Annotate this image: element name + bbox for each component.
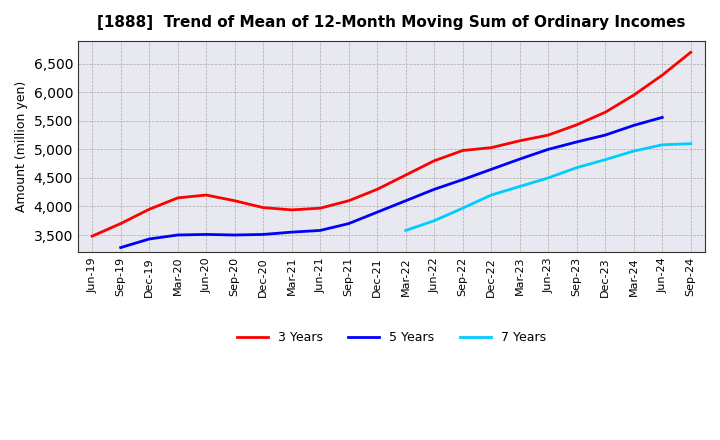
Line: 5 Years: 5 Years <box>121 117 662 248</box>
5 Years <box>202 232 210 237</box>
5 Years <box>316 228 325 233</box>
Legend: 3 Years, 5 Years, 7 Years: 3 Years, 5 Years, 7 Years <box>232 326 551 349</box>
3 Years <box>316 205 325 211</box>
3 Years <box>430 158 438 163</box>
5 Years <box>401 198 410 203</box>
3 Years <box>658 73 667 78</box>
7 Years <box>601 157 610 162</box>
5 Years <box>459 177 467 182</box>
3 Years <box>344 198 353 203</box>
3 Years <box>230 198 239 203</box>
5 Years <box>658 115 667 120</box>
Y-axis label: Amount (million yen): Amount (million yen) <box>15 81 28 212</box>
5 Years <box>344 221 353 226</box>
3 Years <box>601 110 610 115</box>
7 Years <box>516 184 524 189</box>
5 Years <box>629 123 638 128</box>
3 Years <box>259 205 268 210</box>
5 Years <box>572 139 581 145</box>
7 Years <box>401 228 410 233</box>
Line: 3 Years: 3 Years <box>92 52 690 236</box>
5 Years <box>487 167 495 172</box>
7 Years <box>430 218 438 224</box>
3 Years <box>117 221 125 226</box>
3 Years <box>516 138 524 143</box>
7 Years <box>629 148 638 154</box>
5 Years <box>230 232 239 238</box>
3 Years <box>686 50 695 55</box>
3 Years <box>572 122 581 128</box>
5 Years <box>174 232 182 238</box>
5 Years <box>259 232 268 237</box>
5 Years <box>430 187 438 192</box>
3 Years <box>88 234 96 239</box>
3 Years <box>202 192 210 198</box>
5 Years <box>601 132 610 138</box>
3 Years <box>287 207 296 213</box>
3 Years <box>145 207 153 212</box>
7 Years <box>459 205 467 211</box>
5 Years <box>287 230 296 235</box>
Line: 7 Years: 7 Years <box>405 143 690 231</box>
3 Years <box>401 172 410 178</box>
5 Years <box>373 209 382 215</box>
3 Years <box>459 148 467 153</box>
7 Years <box>572 165 581 170</box>
5 Years <box>145 236 153 242</box>
7 Years <box>658 142 667 147</box>
5 Years <box>117 245 125 250</box>
3 Years <box>544 132 552 138</box>
7 Years <box>487 192 495 198</box>
3 Years <box>629 92 638 98</box>
3 Years <box>487 145 495 150</box>
3 Years <box>174 195 182 201</box>
7 Years <box>686 141 695 146</box>
Title: [1888]  Trend of Mean of 12-Month Moving Sum of Ordinary Incomes: [1888] Trend of Mean of 12-Month Moving … <box>97 15 685 30</box>
3 Years <box>373 187 382 192</box>
5 Years <box>544 147 552 152</box>
7 Years <box>544 175 552 180</box>
5 Years <box>516 157 524 162</box>
